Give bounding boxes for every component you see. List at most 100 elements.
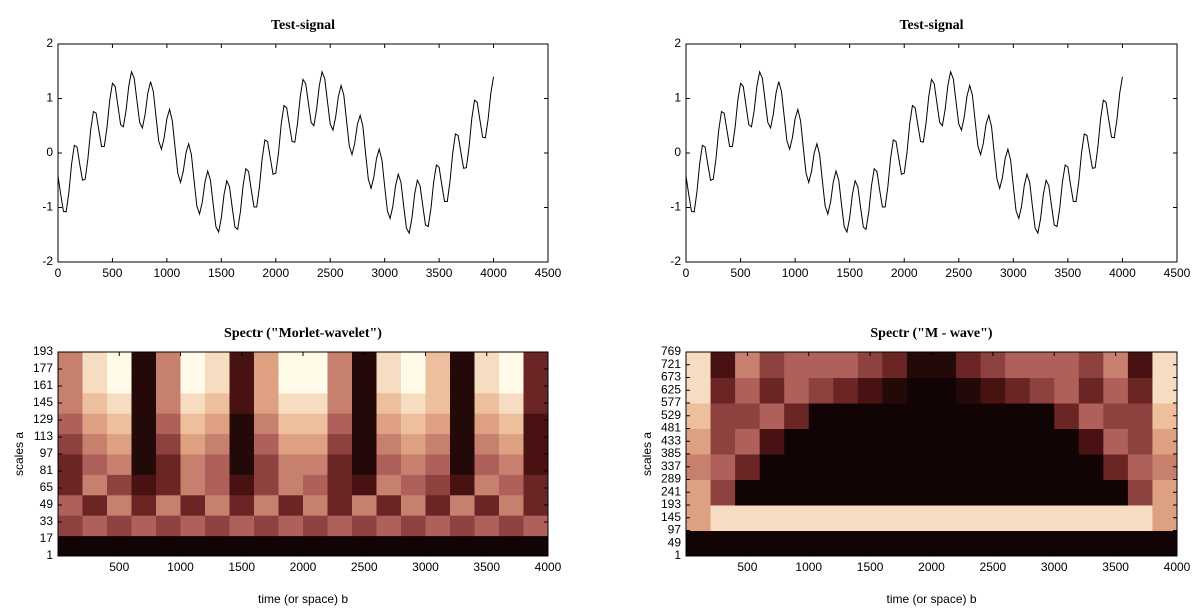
heat-cell: [931, 505, 957, 531]
heat-cell: [906, 352, 932, 378]
heat-cell: [376, 392, 402, 414]
heat-cell: [303, 515, 328, 537]
y-tick-label: 673: [661, 370, 681, 384]
heat-cell: [58, 515, 83, 537]
heat-cell: [1029, 505, 1055, 531]
heat-cell: [82, 515, 108, 537]
heat-cell: [1054, 403, 1080, 429]
heat-cell: [474, 413, 500, 435]
y-tick-label: 241: [661, 484, 681, 498]
y-axis-label: scales a: [640, 432, 654, 476]
heat-cell: [180, 474, 206, 496]
y-tick-label: 1: [46, 91, 53, 105]
heat-cell: [425, 372, 451, 394]
heat-cell: [980, 377, 1006, 404]
heat-cell: [254, 515, 279, 537]
heat-cell: [327, 372, 353, 394]
heat-cell: [82, 494, 108, 516]
heat-cell: [1054, 530, 1080, 557]
heat-cell: [1127, 530, 1153, 557]
heat-cell: [376, 515, 402, 537]
heat-cell: [759, 428, 785, 455]
x-tick-label: 0: [683, 266, 690, 280]
heat-cell: [131, 372, 157, 394]
y-tick-label: 529: [661, 408, 681, 422]
heat-cell: [327, 392, 353, 414]
heat-cell: [303, 352, 328, 373]
heat-cell: [808, 428, 834, 455]
heat-cell: [327, 494, 353, 516]
heat-cell: [401, 433, 426, 455]
heat-cell: [523, 352, 549, 373]
heat-cell: [82, 474, 108, 496]
heat-cell: [1029, 454, 1055, 480]
heat-cell: [523, 433, 549, 455]
heat-cell: [450, 535, 475, 557]
heat-cell: [107, 454, 132, 475]
chart-title: Test-signal: [899, 18, 963, 33]
heat-cell: [278, 392, 304, 414]
heat-cell: [956, 530, 982, 557]
heat-cell: [882, 454, 908, 480]
heat-cell: [425, 352, 451, 373]
heat-cell: [425, 454, 451, 475]
y-tick-label: 49: [668, 535, 682, 549]
heat-cell: [1078, 454, 1104, 480]
x-tick-label: 2000: [918, 560, 945, 574]
heat-cell: [229, 352, 255, 373]
heat-cell: [808, 505, 834, 531]
x-tick-label: 2000: [290, 560, 317, 574]
heat-cell: [425, 433, 451, 455]
y-tick-label: 481: [661, 421, 681, 435]
heat-cell: [931, 454, 957, 480]
heat-cell: [205, 372, 230, 394]
heat-cell: [278, 433, 304, 455]
y-tick-label: -2: [42, 254, 53, 268]
heat-cell: [906, 377, 932, 404]
heat-cell: [58, 372, 83, 394]
heat-cell: [180, 372, 206, 394]
heat-cell: [1029, 530, 1055, 557]
heat-cell: [352, 515, 377, 537]
heat-cell: [205, 515, 230, 537]
heat-cell: [906, 479, 932, 506]
heat-cell: [710, 428, 736, 455]
heat-cell: [906, 454, 932, 480]
heat-cell: [857, 377, 883, 404]
x-tick-label: 0: [55, 266, 62, 280]
heat-cell: [735, 479, 761, 506]
heat-cell: [1054, 352, 1080, 378]
heat-cell: [499, 515, 524, 537]
heat-cell: [278, 494, 304, 516]
y-tick-label: 81: [40, 463, 54, 477]
heat-cell: [1103, 479, 1129, 506]
heat-cell: [735, 377, 761, 404]
heat-cell: [833, 428, 859, 455]
heat-cell: [254, 433, 279, 455]
heat-cell: [450, 433, 475, 455]
heat-cell: [1103, 403, 1129, 429]
heat-cell: [352, 454, 377, 475]
heat-cell: [131, 454, 157, 475]
heat-cell: [180, 352, 206, 373]
heat-cell: [229, 413, 255, 435]
heat-cell: [229, 515, 255, 537]
heat-cell: [833, 530, 859, 557]
heat-cell: [401, 515, 426, 537]
heat-cell: [450, 413, 475, 435]
heat-cell: [499, 494, 524, 516]
heat-cell: [450, 372, 475, 394]
heat-cell: [686, 505, 712, 531]
heat-cell: [131, 535, 157, 557]
heat-cell: [82, 392, 108, 414]
heat-cell: [956, 454, 982, 480]
heat-cell: [205, 413, 230, 435]
heat-cell: [956, 428, 982, 455]
heat-cell: [499, 454, 524, 475]
y-tick-label: 0: [46, 145, 53, 159]
heat-cell: [254, 494, 279, 516]
heat-cell: [474, 474, 500, 496]
heat-cell: [956, 377, 982, 404]
heat-cell: [1103, 377, 1129, 404]
heat-cell: [1103, 454, 1129, 480]
